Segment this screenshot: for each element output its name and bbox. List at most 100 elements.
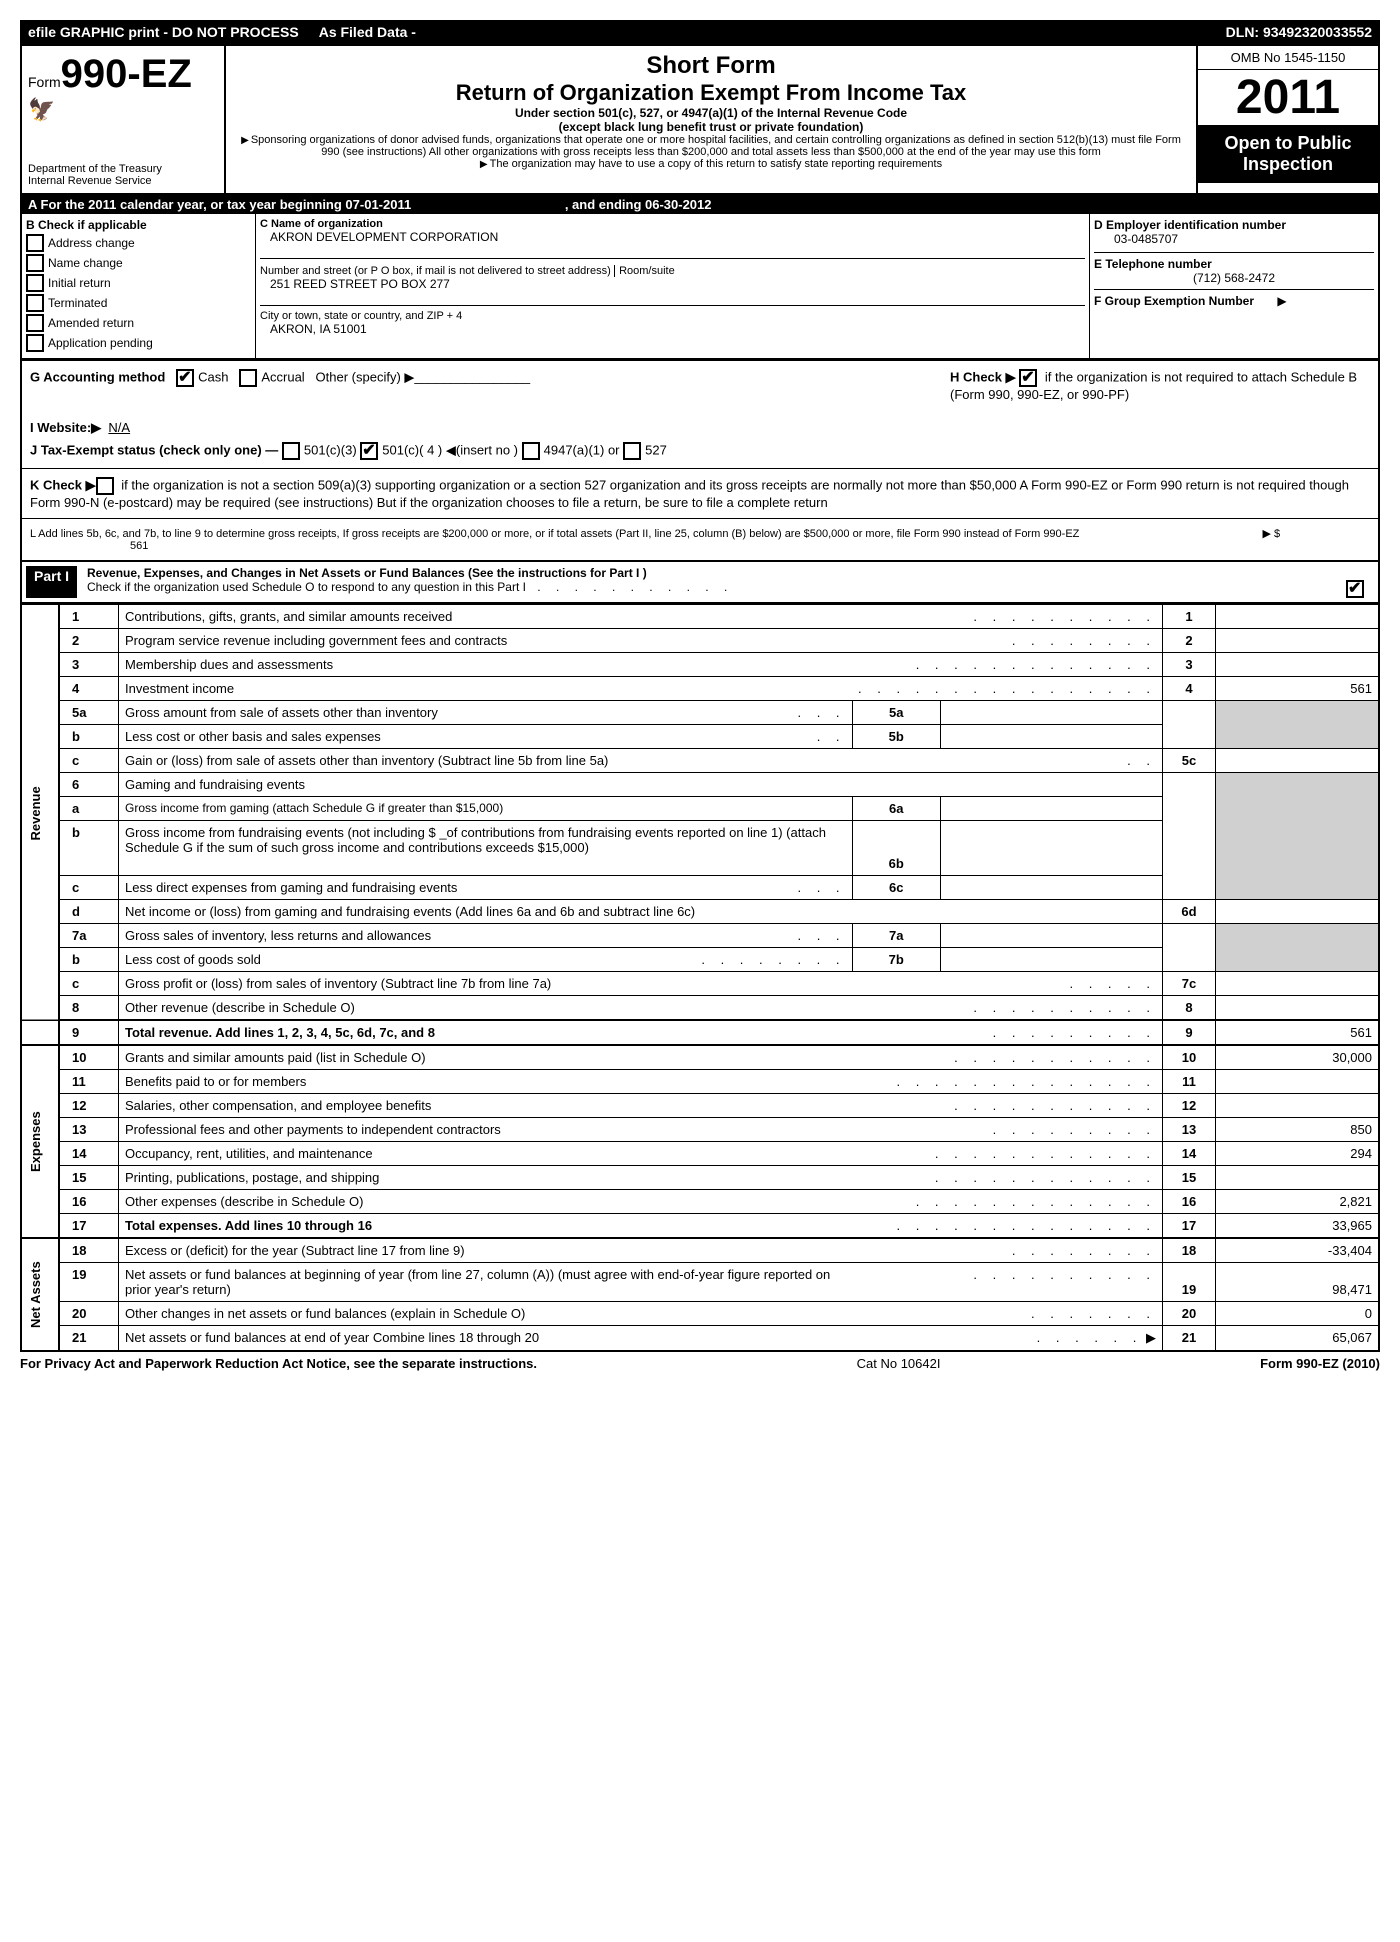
chk-527[interactable] [623,442,641,460]
chk-amended[interactable]: Amended return [26,314,251,332]
chk-accrual[interactable] [239,369,257,387]
street-label: Number and street (or P O box, if mail i… [260,265,611,277]
row-ref: 16 [1163,1190,1216,1214]
ein-value: 03-0485707 [1094,232,1374,246]
row-ref: 4 [1163,677,1216,701]
chk-pending[interactable]: Application pending [26,334,251,352]
sub-ref: 7b [852,948,940,972]
chk-k[interactable] [96,477,114,495]
row-val: 561 [1216,677,1380,701]
footer: For Privacy Act and Paperwork Reduction … [20,1352,1380,1375]
row-num: 1 [59,605,119,629]
row-ref: 9 [1163,1020,1216,1045]
row-num: 10 [59,1045,119,1070]
irs-eagle-icon: 🦅 [28,97,218,123]
row-desc: Total revenue. Add lines 1, 2, 3, 4, 5c,… [125,1025,435,1040]
part1-check: Check if the organization used Schedule … [87,580,526,594]
sub-val [940,924,1162,948]
row-desc: Other changes in net assets or fund bala… [125,1306,525,1321]
f-label: F Group Exemption Number [1094,294,1254,308]
part1-title: Revenue, Expenses, and Changes in Net As… [87,566,647,580]
row-val [1216,972,1380,996]
part1-label: Part I [26,566,77,598]
row-val [1216,605,1380,629]
short-form-title: Short Form [232,52,1190,80]
sidelabel-expenses: Expenses [21,1045,59,1238]
chk-initial-return[interactable]: Initial return [26,274,251,292]
sub-ref: 5a [852,701,940,725]
row-desc: Less direct expenses from gaming and fun… [125,880,457,895]
row-desc: Net assets or fund balances at end of ye… [125,1330,539,1345]
row-desc: Salaries, other compensation, and employ… [125,1098,431,1113]
chk-cash[interactable] [176,369,194,387]
tax-year: 2011 [1198,70,1378,125]
line-i: I Website:▶ N/A [30,420,1370,436]
row-num: 17 [59,1214,119,1239]
line-k: K Check ▶ if the organization is not a s… [20,468,1380,518]
row-ref: 19 [1163,1263,1216,1302]
row-num: 7a [59,924,119,948]
e-label: E Telephone number [1094,257,1374,271]
website-value: N/A [108,420,130,435]
footer-left: For Privacy Act and Paperwork Reduction … [20,1356,537,1371]
chk-terminated[interactable]: Terminated [26,294,251,312]
form-prefix: Form [28,74,61,90]
row-num: 4 [59,677,119,701]
row-val [1216,900,1380,924]
chk-501c3[interactable] [282,442,300,460]
line-j: J Tax-Exempt status (check only one) — 5… [30,442,1370,460]
row-val: 33,965 [1216,1214,1380,1239]
chk-501c4[interactable] [360,442,378,460]
row-desc: Net income or (loss) from gaming and fun… [125,904,695,919]
line-g: G Accounting method Cash Accrual Other (… [30,369,530,402]
chk-part1[interactable] [1346,580,1364,598]
row-desc: Membership dues and assessments [125,657,333,672]
row-ref: 6d [1163,900,1216,924]
row-ref: 8 [1163,996,1216,1021]
row-num: c [59,972,119,996]
row-num: b [59,948,119,972]
row-num: 11 [59,1070,119,1094]
chk-h[interactable] [1019,369,1037,387]
return-title: Return of Organization Exempt From Incom… [232,80,1190,106]
col-c: C Name of organization AKRON DEVELOPMENT… [256,214,1090,358]
row-val [1216,653,1380,677]
row-val [1216,1094,1380,1118]
row-desc: Net assets or fund balances at beginning… [125,1267,830,1297]
row-desc: Gross sales of inventory, less returns a… [125,928,431,943]
sidelabel-netassets: Net Assets [21,1238,59,1351]
row-ref: 3 [1163,653,1216,677]
sub-ref: 5b [852,725,940,749]
sub-ref: 7a [852,924,940,948]
sub-val [940,821,1162,876]
chk-address-change[interactable]: Address change [26,234,251,252]
topbar-left: efile GRAPHIC print - DO NOT PROCESS [28,24,299,40]
line-a: A For the 2011 calendar year, or tax yea… [22,195,1378,214]
row-desc: Program service revenue including govern… [125,633,507,648]
row-desc: Excess or (deficit) for the year (Subtra… [125,1243,465,1258]
row-num: 13 [59,1118,119,1142]
row-ref: 13 [1163,1118,1216,1142]
row-val: 0 [1216,1302,1380,1326]
row-desc: Grants and similar amounts paid (list in… [125,1050,426,1065]
except-text: (except black lung benefit trust or priv… [232,120,1190,134]
topbar-mid: As Filed Data - [299,24,1226,40]
city-value: AKRON, IA 51001 [260,322,1085,336]
row-val [1216,629,1380,653]
topbar-right: DLN: 93492320033552 [1226,24,1372,40]
chk-name-change[interactable]: Name change [26,254,251,272]
sub-val [940,797,1162,821]
form-label: Form990-EZ [28,52,218,97]
row-desc: Investment income [125,681,234,696]
row-num: 19 [59,1263,119,1302]
row-num: 16 [59,1190,119,1214]
row-num: 8 [59,996,119,1021]
row-ref: 5c [1163,749,1216,773]
row-val: 561 [1216,1020,1380,1045]
row-num: 9 [59,1020,119,1045]
dept: Department of the Treasury [28,163,218,175]
chk-4947[interactable] [522,442,540,460]
f-arrow: ▶ [1277,294,1286,308]
row-ref: 18 [1163,1238,1216,1263]
form-number: 990-EZ [61,52,192,96]
